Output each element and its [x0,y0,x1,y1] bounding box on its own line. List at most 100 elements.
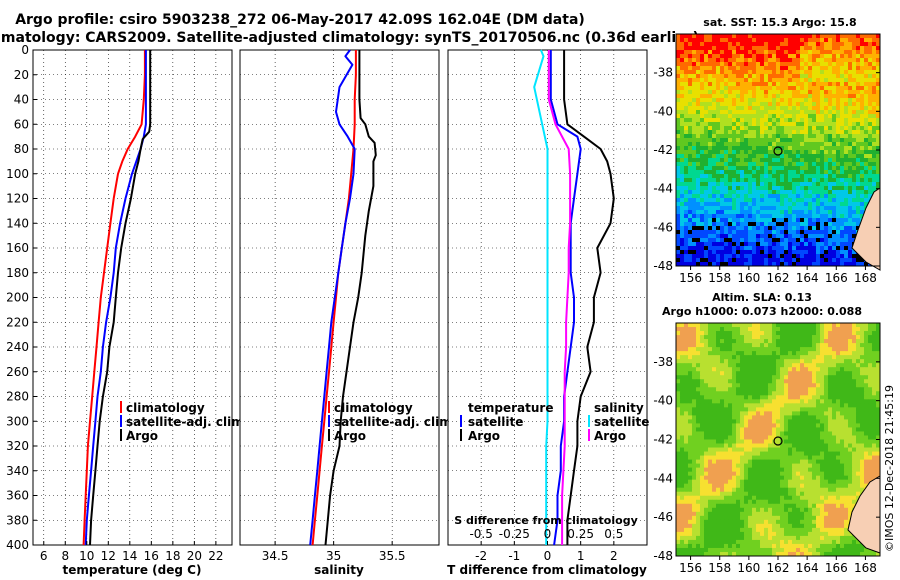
map-cell [804,138,809,143]
map-cell [804,407,809,412]
map-cell [800,190,805,195]
map-cell [800,110,805,115]
map-cell [720,226,725,231]
map-cell [756,242,761,247]
map-cell [680,258,685,263]
map-cell [764,94,769,99]
map-cell [868,403,873,408]
map-cell [724,423,729,428]
map-cell [692,407,697,412]
map-cell [820,455,825,460]
map-cell [876,94,881,99]
map-cell [748,355,753,360]
map-cell [848,327,853,332]
map-cell [824,258,829,263]
map-cell [868,339,873,344]
x-tick-label-10: 10 [79,549,94,563]
map-cell [708,323,713,328]
map-cell [680,435,685,440]
map-cell [864,74,869,79]
map-cell [788,254,793,259]
map-cell [704,230,709,235]
map-cell [684,363,689,368]
map-cell [784,130,789,135]
map-cell [796,70,801,75]
map-cell [696,355,701,360]
map-cell [796,210,801,215]
map-cell [756,210,761,215]
map-cell [776,351,781,356]
map-cell [792,118,797,123]
map-cell [720,166,725,171]
map-cell [700,198,705,203]
map-cell [864,54,869,59]
map-cell [860,58,865,63]
map-cell [788,367,793,372]
map-cell [772,130,777,135]
map-cell [708,463,713,469]
map-cell [832,106,837,111]
map-cell [832,399,837,404]
map-cell [696,90,701,95]
map-cell [776,375,781,380]
map-cell [748,202,753,207]
map-cell [688,242,693,247]
map-cell [780,134,785,139]
map-cell [684,391,689,396]
map-cell [712,387,717,392]
map-cell [728,226,733,231]
map-cell [844,74,849,79]
map-cell [836,122,841,127]
map-cell [772,343,777,348]
map-cell [844,355,849,360]
map-cell [832,250,837,255]
map-cell [680,130,685,135]
map-cell [812,355,817,360]
map-cell [824,415,829,420]
map-cell [800,359,805,364]
map-cell [716,419,721,424]
map-cell [772,34,777,39]
map-cell [748,146,753,151]
map-cell [684,383,689,388]
map-cell [808,142,813,147]
map-cell [736,138,741,143]
map-cell [768,146,773,151]
map-cell [744,70,749,75]
map-cell [864,50,869,55]
map-cell [736,34,741,39]
map-cell [852,230,857,235]
map-cell [716,226,721,231]
map-cell [676,343,681,348]
map-cell [792,66,797,71]
map-cell [780,234,785,239]
map-cell [760,246,765,251]
map-cell [876,367,881,372]
map-cell [712,134,717,139]
map-cell [768,363,773,368]
map-cell [792,323,797,328]
map-cell [692,415,697,420]
map-cell [828,443,833,448]
map-cell [828,38,833,43]
map-cell [756,407,761,412]
map-cell [732,90,737,95]
map-cell [720,210,725,215]
map-cell [792,98,797,103]
map-cell [772,339,777,344]
map-cell [784,70,789,75]
map-cell [728,258,733,263]
map-cell [720,154,725,159]
map-cell [720,62,725,67]
map-cell [808,391,813,396]
map-cell [788,194,793,199]
map-cell [680,379,685,384]
map-cell [784,375,789,380]
map-cell [716,50,721,55]
map-cell [856,371,861,376]
map-cell [848,146,853,151]
map-cell [840,74,845,79]
map-cell [824,435,829,440]
map-cell [844,170,849,175]
map-cell [684,146,689,151]
